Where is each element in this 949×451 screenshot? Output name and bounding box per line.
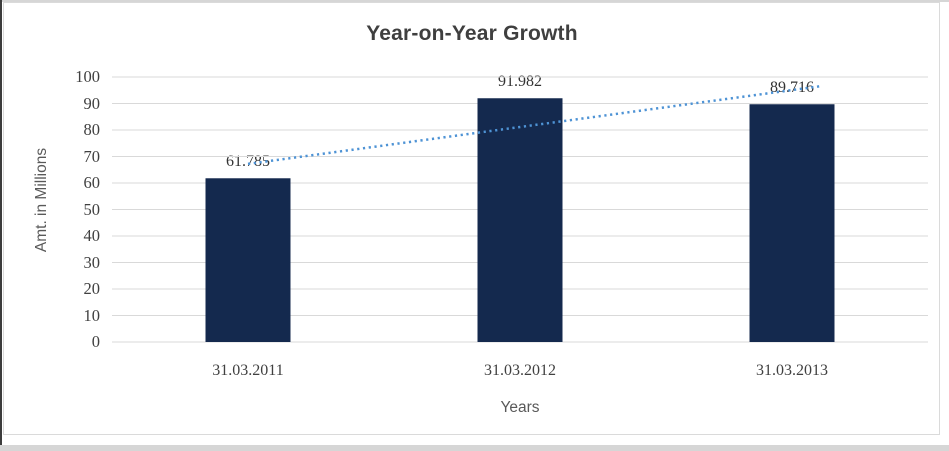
bar-31.03.2012 [477,98,563,342]
top-window-divider [0,0,949,2]
y-tick-label: 30 [83,252,101,272]
y-tick-label: 40 [83,226,101,245]
plot-area [112,76,928,343]
y-tick-label: 80 [83,120,101,139]
chart-title: Year-on-Year Growth [366,22,578,45]
y-tick-label: 50 [83,199,101,219]
data-label: 61.785 [226,153,270,171]
y-tick-label: 100 [75,67,100,86]
y-tick-label: 10 [83,305,101,325]
x-axis-label: 31.03.2011 [212,362,284,379]
x-axis-label: 31.03.2013 [756,362,828,379]
y-tick-label: 70 [83,146,101,166]
y-tick-label: 20 [83,279,101,298]
x-axis-label: 31.03.2012 [484,362,556,379]
trendline [247,84,823,166]
y-tick-label: 0 [91,332,100,351]
y-tick-label: 90 [83,93,101,113]
x-axis-title: Years [500,399,540,416]
bar-31.03.2013 [749,104,835,343]
left-window-edge [0,0,2,451]
bar-31.03.2011 [205,178,291,342]
data-label: 89.716 [770,79,814,97]
bottom-window-divider [0,445,949,451]
y-tick-label: 60 [83,173,101,192]
